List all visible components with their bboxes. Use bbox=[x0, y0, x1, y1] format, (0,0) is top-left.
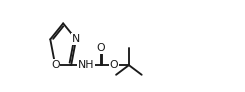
Text: NH: NH bbox=[78, 60, 95, 70]
Text: O: O bbox=[96, 43, 105, 53]
Text: O: O bbox=[51, 60, 60, 70]
Text: N: N bbox=[72, 34, 80, 44]
Text: O: O bbox=[110, 60, 119, 70]
